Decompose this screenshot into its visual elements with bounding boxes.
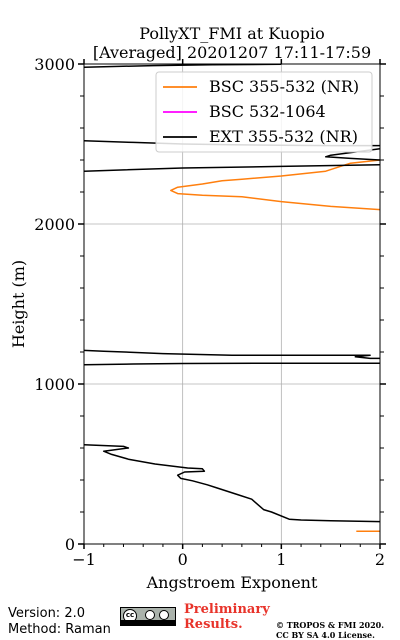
license-text: © TROPOS & FMI 2020. CC BY SA 4.0 Licens… xyxy=(276,620,385,640)
legend-box xyxy=(155,71,373,153)
legend-label-0: BSC 355-532 (NR) xyxy=(209,77,359,96)
y-tick-label: 1000 xyxy=(34,375,75,394)
legend-label-1: BSC 532-1064 xyxy=(209,102,326,121)
y-tick-label: 3000 xyxy=(34,55,75,74)
preliminary-results-text: Preliminary Results. xyxy=(184,602,270,632)
legend-label-2: EXT 355-532 (NR) xyxy=(209,127,358,146)
y-tick-label: 0 xyxy=(65,535,75,554)
legend: BSC 355-532 (NR) BSC 532-1064 EXT 355-532 … xyxy=(155,71,373,153)
footer-info: Version: 2.0 Method: Raman xyxy=(8,606,111,638)
series-line-2-2 xyxy=(84,349,380,360)
x-tick-label: 2 xyxy=(375,550,385,569)
x-tick-label: 0 xyxy=(178,550,188,569)
x-tick-label: 1 xyxy=(276,550,286,569)
version-text: Version: 2.0 xyxy=(8,606,85,621)
y-tick-label: 2000 xyxy=(34,215,75,234)
y-axis-label: Height (m) xyxy=(9,260,28,348)
series-line-2-0 xyxy=(84,444,380,523)
series-line-2-4 xyxy=(324,148,380,161)
chart-title: PollyXT_FMI at Kuopio xyxy=(139,24,325,43)
chart-subtitle: [Averaged] 20201207 17:11-17:59 xyxy=(93,43,371,62)
series-line-2-6 xyxy=(84,64,282,68)
series-group xyxy=(84,64,380,532)
x-axis-label: Angstroem Exponent xyxy=(146,573,318,592)
series-line-0-1 xyxy=(170,159,380,211)
cc-by-sa-badge-icon: cc xyxy=(120,607,176,626)
series-line-2-3 xyxy=(84,164,380,172)
series-line-2-1 xyxy=(84,362,380,366)
x-tick-label: −1 xyxy=(72,550,96,569)
method-text: Method: Raman xyxy=(8,622,111,637)
